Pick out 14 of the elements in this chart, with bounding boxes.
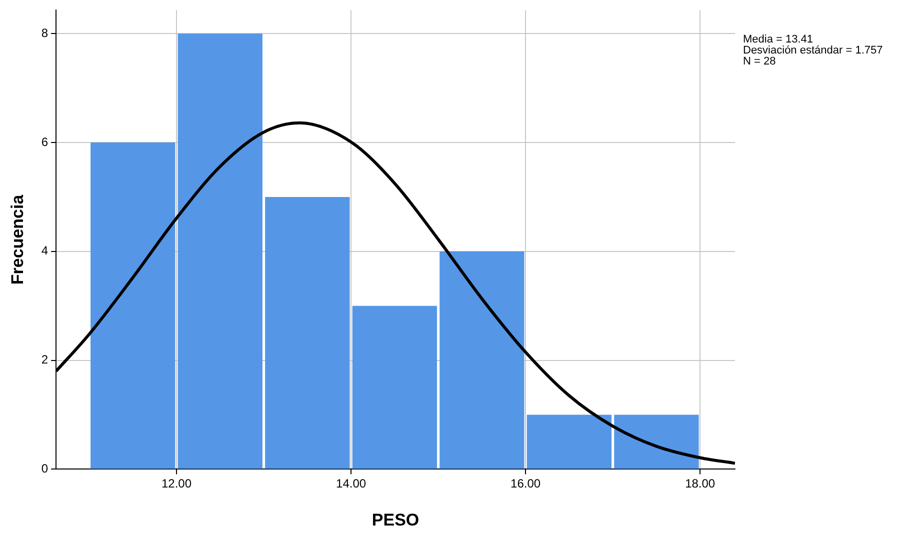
- x-axis-title: PESO: [372, 510, 420, 530]
- x-tick-label: 14.00: [336, 476, 366, 491]
- x-tick-label: 12.00: [161, 476, 192, 491]
- y-tick-label: 0: [41, 462, 48, 476]
- x-tick-label: 18.00: [685, 476, 716, 491]
- y-tick-label: 4: [41, 244, 48, 258]
- y-axis-title: Frecuencia: [8, 194, 27, 285]
- y-tick-label: 8: [41, 26, 48, 40]
- y-tick-label: 2: [41, 352, 48, 367]
- text: Desviación estándar = 1.757: [743, 44, 883, 57]
- text: Media = 13.41: [743, 34, 814, 46]
- text: N = 28: [743, 56, 776, 68]
- x-tick-label: 16.00: [510, 476, 541, 491]
- y-tick-label: 6: [41, 134, 48, 149]
